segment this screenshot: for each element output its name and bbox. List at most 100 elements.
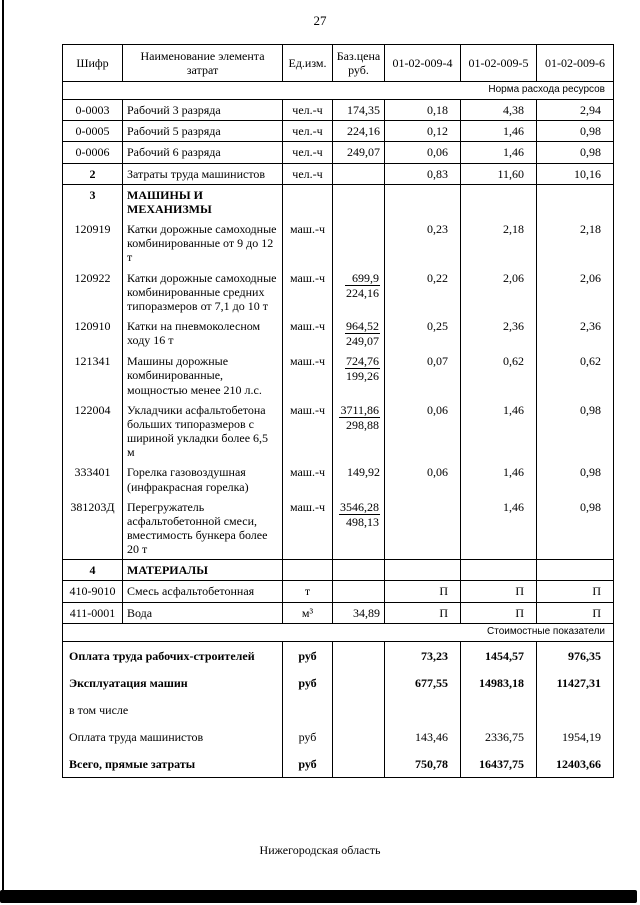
row-norm-value-2: 2,18 <box>461 219 537 268</box>
row-name: Горелка газовоздушная (инфракрасная горе… <box>123 462 283 497</box>
row-norm-value-3: 0,98 <box>537 497 613 561</box>
row-norm-value-2: 0,62 <box>461 351 537 400</box>
row-unit: маш.-ч <box>283 267 333 316</box>
row-norm-value-3: 10,16 <box>537 164 613 185</box>
row-name: Вода <box>123 602 283 624</box>
cost-indicators-label-row: Стоимостные показатели <box>63 624 613 642</box>
resource-norm-label-row: Норма расхода ресурсов <box>63 82 613 101</box>
summary-name: Оплата труда рабочих-строителей <box>63 641 283 669</box>
row-code: 411-0001 <box>63 602 123 624</box>
row-base-price: 3546,28 498,13 <box>333 496 385 561</box>
row-unit: чел.-ч <box>283 100 333 122</box>
row-code: 0-0003 <box>63 100 123 122</box>
row-unit: чел.-ч <box>283 163 333 185</box>
summary-value-3: 12403,66 <box>556 757 601 772</box>
summary-row: Оплата труда рабочих-строителей руб 73,23 1… <box>63 641 613 669</box>
row-norm-value-1: 0,06 <box>385 399 461 463</box>
row-norm-value-3: 0,98 <box>580 402 601 417</box>
table-row: 333401 Горелка газовоздушная (инфракрасна… <box>63 462 613 497</box>
summary-value-1: 143,46 <box>385 723 461 751</box>
base-price-fraction: 3546,28 498,13 <box>339 500 380 529</box>
row-code: 410-9010 <box>63 581 123 603</box>
row-norm-value-1: 0,06 <box>385 462 461 497</box>
row-name: Рабочий 5 разряда <box>123 121 283 143</box>
summary-row: Оплата труда машинистов руб 143,46 2336,75 1… <box>63 723 613 751</box>
row-unit: т <box>283 581 333 603</box>
row-name: МАТЕРИАЛЫ <box>123 560 283 582</box>
base-price-fraction: 724,76 199,26 <box>345 354 380 383</box>
base-price-numerator: 3546,28 <box>339 499 380 515</box>
row-name: Смесь асфальтобетонная <box>123 581 283 603</box>
row-unit: маш.-ч <box>283 219 333 268</box>
row-unit <box>283 184 333 220</box>
table-row: 0-0003 Рабочий 3 разряда чел.-ч 174,35 0,18 4… <box>63 100 613 122</box>
row-code: 120922 <box>63 267 123 316</box>
summary-value-2 <box>461 695 537 724</box>
resource-norm-label: Норма расхода ресурсов <box>63 82 613 101</box>
row-code: 121341 <box>63 351 123 400</box>
row-unit: чел.-ч <box>283 121 333 143</box>
row-code: 120919 <box>63 219 123 268</box>
base-price-fraction: 699,9 224,16 <box>345 271 380 300</box>
summary-name: Оплата труда машинистов <box>63 723 283 751</box>
row-norm-value-1: 0,07 <box>385 351 461 400</box>
base-price-denominator: 249,07 <box>346 334 379 349</box>
footer-region-label: Нижегородская область <box>259 843 381 857</box>
table-row: 120919 Катки дорожные самоходные комбинир… <box>63 219 613 268</box>
row-name: Перегружатель асфальтобетонной смеси, вм… <box>123 496 283 561</box>
row-base-price <box>333 581 385 603</box>
summary-base <box>333 750 385 778</box>
table-body: Норма расхода ресурсов 0-0003 Рабочий 3 ра… <box>63 82 613 778</box>
row-norm-value-3 <box>537 185 613 219</box>
column-header-norm-2: 01-02-009-5 <box>461 45 537 83</box>
row-unit: м³ <box>283 602 333 624</box>
summary-value-1: 73,23 <box>385 641 461 669</box>
summary-row: Эксплуатация машин руб 677,55 14983,18 11427… <box>63 668 613 696</box>
row-unit: маш.-ч <box>283 399 333 463</box>
row-code: 333401 <box>63 462 123 497</box>
row-norm-value-1: П <box>385 602 461 624</box>
row-base-price <box>333 163 385 185</box>
base-price-numerator: 699,9 <box>345 271 380 286</box>
column-header-base-price: Баз.цена руб. <box>333 45 385 83</box>
column-header-norm-1: 01-02-009-4 <box>385 45 461 83</box>
row-base-price <box>333 219 385 268</box>
summary-value-1: 677,55 <box>385 668 461 696</box>
row-norm-value-1 <box>385 496 461 561</box>
cost-norms-table: Шифр Наименование элемента затрат Ед.изм… <box>62 44 614 779</box>
row-name: Затраты труда машинистов <box>123 163 283 185</box>
row-name: Укладчики асфальтобетона больших типораз… <box>123 399 283 463</box>
row-norm-value-2: 1,46 <box>461 121 537 143</box>
summary-value-2: 16437,75 <box>461 750 537 778</box>
summary-value-3: 11427,31 <box>556 675 601 690</box>
base-price-fraction: 964,52 249,07 <box>345 319 380 348</box>
base-price-numerator: 724,76 <box>345 354 380 370</box>
row-norm-value-3: П <box>537 603 613 624</box>
row-name: Катки на пневмоколесном ходу 16 т <box>123 315 283 352</box>
row-norm-value-2: 1,46 <box>461 399 537 463</box>
row-base-price: 249,07 <box>333 142 385 164</box>
row-norm-value-1 <box>385 184 461 220</box>
row-unit: маш.-ч <box>283 462 333 497</box>
column-header-norm-3: 01-02-009-6 <box>537 45 613 83</box>
row-base-price: 174,35 <box>333 100 385 122</box>
column-header-code: Шифр <box>63 45 123 83</box>
column-header-name: Наименование элемента затрат <box>123 45 283 83</box>
row-norm-value-1: 0,83 <box>385 163 461 185</box>
summary-row: в том числе <box>63 695 613 724</box>
row-norm-value-2 <box>461 184 537 220</box>
summary-base <box>333 668 385 696</box>
row-norm-value-2: 1,46 <box>461 462 537 497</box>
summary-value-3: 976,35 <box>568 648 601 663</box>
row-base-price: 699,9 224,16 <box>333 267 385 316</box>
summary-unit: руб <box>283 723 333 751</box>
row-base-price: 224,16 <box>333 121 385 143</box>
row-name: Катки дорожные самоходные комбинированны… <box>123 267 283 316</box>
row-name: МАШИНЫ И МЕХАНИЗМЫ <box>123 184 283 220</box>
summary-name: Всего, прямые затраты <box>63 750 283 778</box>
row-base-price: 149,92 <box>333 462 385 497</box>
row-norm-value-2: 4,38 <box>461 100 537 122</box>
row-code: 122004 <box>63 399 123 463</box>
row-norm-value-2: 2,06 <box>461 267 537 316</box>
